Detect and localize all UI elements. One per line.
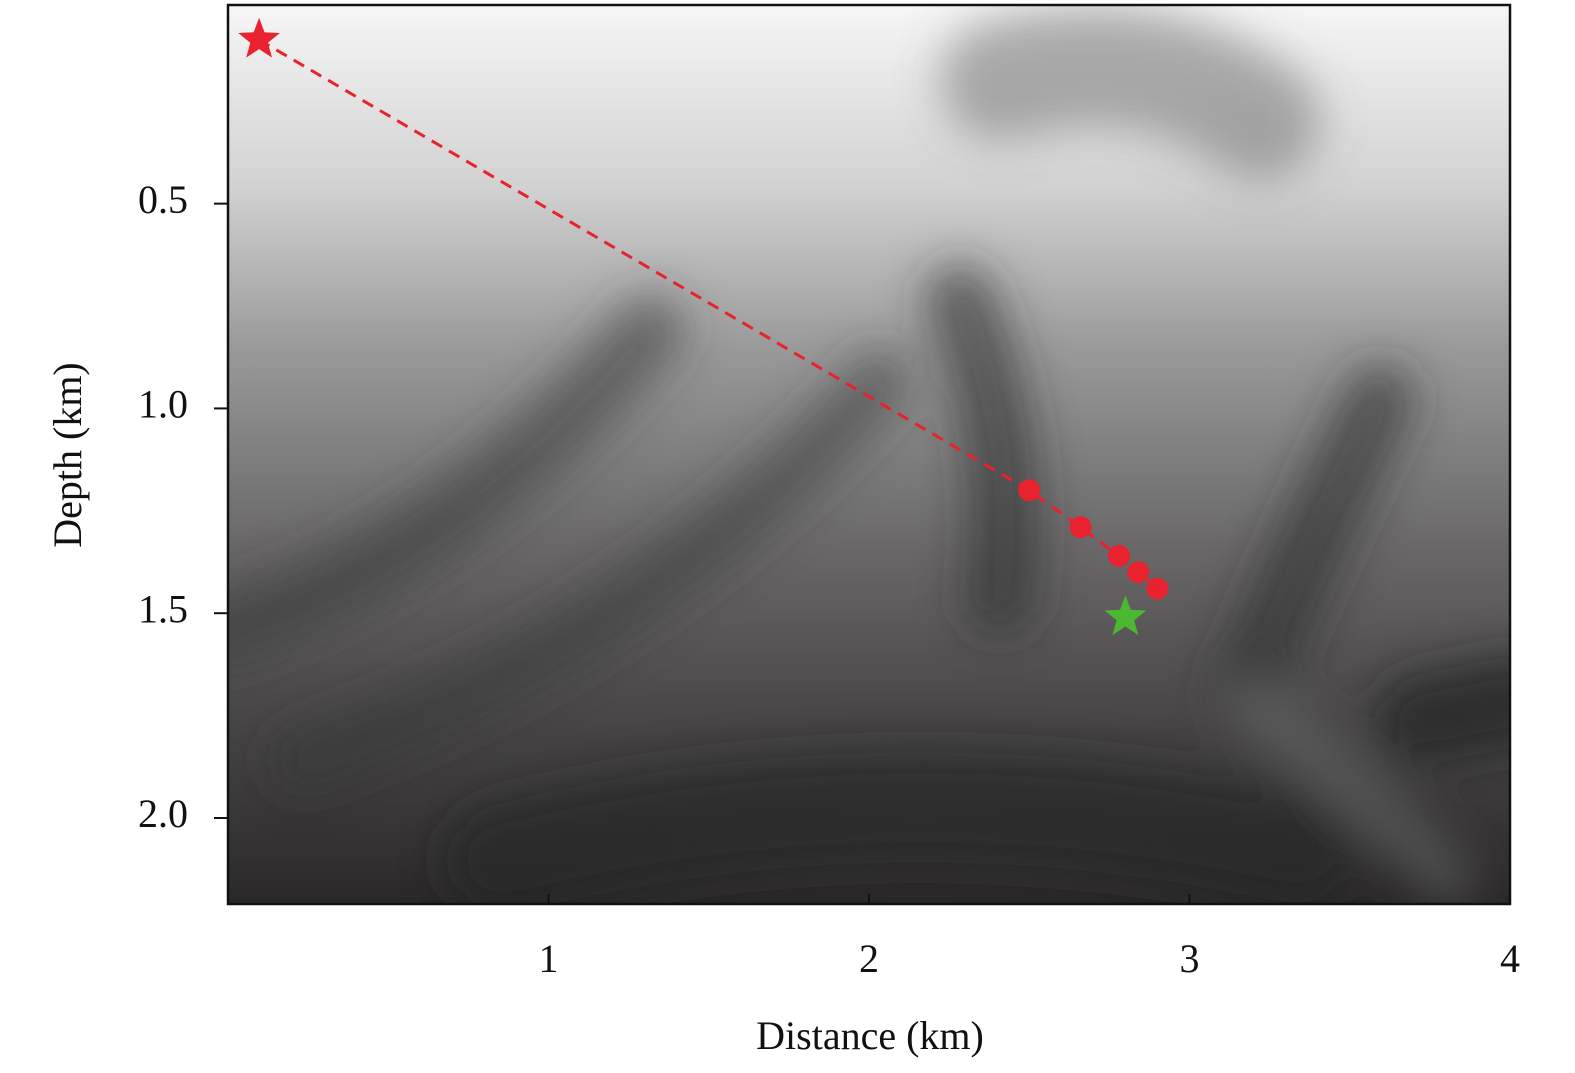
star-marker — [238, 17, 280, 58]
seismic-image — [228, 5, 1510, 904]
y-tick-label: 1.5 — [138, 586, 188, 631]
x-tick-label: 4 — [1500, 936, 1520, 981]
star-marker — [1104, 595, 1147, 636]
circle-marker — [1107, 544, 1130, 567]
x-axis-label: Distance (km) — [756, 1013, 984, 1058]
circle-marker — [1018, 479, 1041, 502]
circle-marker — [1127, 561, 1150, 584]
y-tick-label: 1.0 — [138, 382, 188, 427]
x-tick-label: 1 — [539, 936, 559, 981]
x-tick-label: 2 — [859, 936, 879, 981]
x-tick-label: 3 — [1180, 936, 1200, 981]
y-tick-label: 0.5 — [138, 177, 188, 222]
dashed-line — [258, 38, 1159, 590]
y-axis-label: Depth (km) — [45, 362, 90, 548]
y-tick-label: 2.0 — [138, 791, 188, 836]
circle-marker — [1146, 577, 1169, 600]
circle-marker — [1069, 516, 1092, 539]
